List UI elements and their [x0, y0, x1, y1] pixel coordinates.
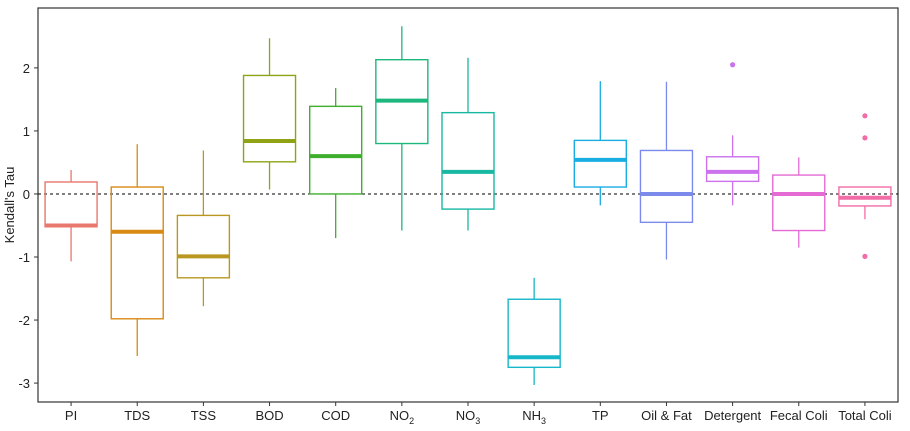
y-axis: -3 -2 -1 0 1 2 [18, 61, 38, 391]
box-11 [705, 62, 760, 206]
box-3 [176, 150, 231, 307]
iqr-box [507, 298, 561, 369]
x-tick-label: Total Coli [838, 408, 892, 423]
iqr-box [705, 156, 760, 183]
box-4 [242, 38, 297, 190]
box-13 [838, 113, 892, 259]
outlier-point [862, 253, 868, 259]
x-tick-label: NO3 [456, 408, 481, 426]
box-9 [573, 81, 628, 206]
x-tick-label: PI [65, 408, 77, 423]
iqr-box [110, 186, 164, 320]
iqr-box [242, 74, 297, 163]
outlier-point [862, 113, 868, 119]
y-tick-label: 2 [23, 61, 30, 76]
y-tick-label: -2 [18, 313, 30, 328]
iqr-box [772, 174, 826, 232]
x-tick-label: Oil & Fat [641, 408, 692, 423]
box-series [44, 26, 892, 385]
x-tick-label: TDS [124, 408, 150, 423]
box-10 [639, 81, 694, 260]
y-tick-label: -3 [18, 376, 30, 391]
x-axis: PI TDS TSS BOD COD NO2 NO3 NH3 TP Oil & Fat Deterg… [65, 402, 892, 426]
y-tick-label: 0 [23, 187, 30, 202]
x-tick-label: TP [592, 408, 609, 423]
y-axis-label: Kendall's Tau [2, 167, 17, 244]
box-6 [375, 26, 429, 231]
box-5 [308, 88, 363, 239]
outlier-point [730, 62, 736, 68]
iqr-box [308, 105, 363, 195]
x-tick-label: Fecal Coli [770, 408, 828, 423]
iqr-box [176, 214, 231, 279]
x-tick-label: NO2 [390, 408, 415, 426]
x-tick-label: NH3 [522, 408, 546, 426]
x-tick-label: Detergent [704, 408, 761, 423]
box-2 [110, 144, 164, 356]
x-tick-label: TSS [191, 408, 217, 423]
box-12 [772, 157, 826, 248]
x-tick-label: BOD [255, 408, 283, 423]
y-tick-label: 1 [23, 124, 30, 139]
y-tick-label: -1 [18, 250, 30, 265]
box-1 [44, 170, 98, 262]
iqr-box [441, 111, 495, 210]
iqr-box [573, 139, 628, 188]
iqr-box [639, 149, 694, 224]
box-8 [507, 277, 561, 385]
outlier-point [862, 135, 868, 141]
box-7 [441, 57, 495, 231]
x-tick-label: COD [321, 408, 350, 423]
